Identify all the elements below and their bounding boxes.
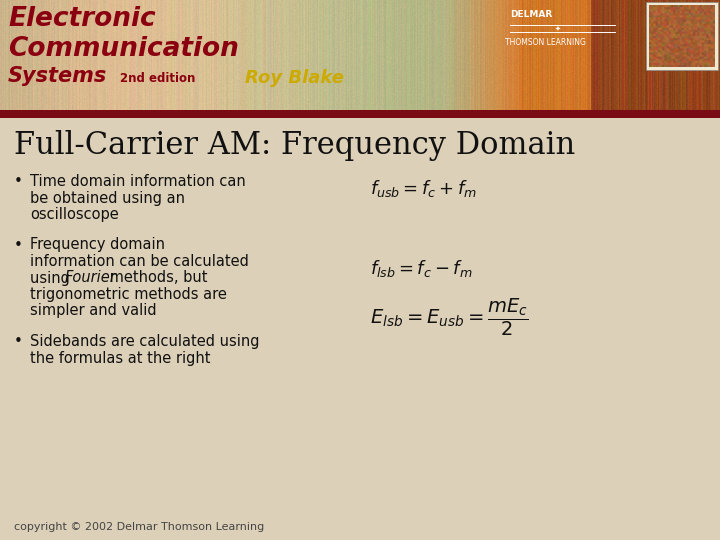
Text: information can be calculated: information can be calculated	[30, 254, 249, 269]
Text: Time domain information can: Time domain information can	[30, 174, 246, 189]
Text: •: •	[14, 334, 23, 349]
Text: methods, but: methods, but	[105, 271, 208, 286]
Text: oscilloscope: oscilloscope	[30, 207, 119, 222]
Text: DELMAR: DELMAR	[510, 10, 552, 19]
Text: Roy Blake: Roy Blake	[245, 69, 344, 87]
Text: •: •	[14, 238, 23, 253]
Text: ✦: ✦	[555, 26, 561, 32]
Text: Full-Carrier AM: Frequency Domain: Full-Carrier AM: Frequency Domain	[14, 130, 575, 161]
Text: be obtained using an: be obtained using an	[30, 191, 185, 206]
Text: Frequency domain: Frequency domain	[30, 238, 165, 253]
Text: 2nd edition: 2nd edition	[120, 72, 195, 85]
Text: THOMSON LEARNING: THOMSON LEARNING	[505, 38, 586, 47]
Text: trigonometric methods are: trigonometric methods are	[30, 287, 227, 302]
Text: simpler and valid: simpler and valid	[30, 303, 157, 319]
Text: •: •	[14, 174, 23, 189]
Text: $f_{lsb} = f_c - f_m$: $f_{lsb} = f_c - f_m$	[370, 258, 472, 279]
Text: Electronic: Electronic	[8, 6, 156, 32]
Text: copyright © 2002 Delmar Thomson Learning: copyright © 2002 Delmar Thomson Learning	[14, 522, 264, 532]
Text: $E_{lsb} = E_{usb} = \dfrac{mE_c}{2}$: $E_{lsb} = E_{usb} = \dfrac{mE_c}{2}$	[370, 297, 529, 339]
Text: the formulas at the right: the formulas at the right	[30, 350, 210, 366]
Text: Fourier: Fourier	[65, 271, 117, 286]
Text: Systems: Systems	[8, 66, 107, 86]
Text: using: using	[30, 271, 74, 286]
Text: Communication: Communication	[8, 36, 239, 62]
Bar	[0, 110, 720, 118]
Text: Sidebands are calculated using: Sidebands are calculated using	[30, 334, 259, 349]
Bar	[646, 2, 718, 70]
Text: $f_{usb} = f_c + f_m$: $f_{usb} = f_c + f_m$	[370, 178, 477, 199]
